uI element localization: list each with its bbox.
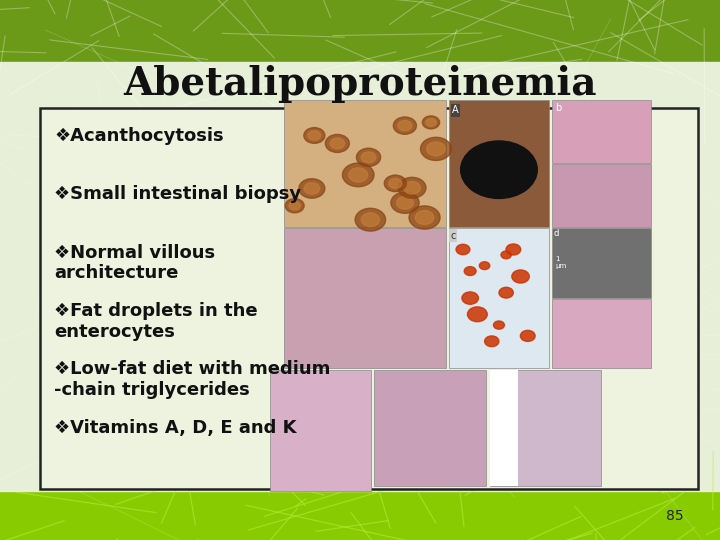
Circle shape bbox=[308, 131, 320, 140]
Bar bbox=[552, 299, 651, 368]
Circle shape bbox=[404, 181, 420, 194]
Circle shape bbox=[398, 177, 426, 198]
Circle shape bbox=[521, 330, 535, 341]
Circle shape bbox=[462, 292, 478, 304]
Bar bbox=[0, 0, 720, 62]
Bar bbox=[552, 164, 651, 227]
Text: Abetalipoproteinemia: Abetalipoproteinemia bbox=[123, 65, 597, 103]
Circle shape bbox=[426, 118, 436, 126]
Circle shape bbox=[289, 201, 300, 210]
Bar bbox=[284, 228, 446, 368]
Circle shape bbox=[423, 116, 440, 129]
Text: b: b bbox=[555, 103, 562, 113]
Text: A: A bbox=[452, 105, 459, 116]
Text: 85: 85 bbox=[667, 509, 684, 523]
Text: 1
μm: 1 μm bbox=[555, 256, 567, 269]
Circle shape bbox=[393, 117, 416, 134]
Circle shape bbox=[285, 199, 304, 213]
Circle shape bbox=[330, 138, 345, 149]
Bar bbox=[490, 370, 601, 486]
Circle shape bbox=[304, 183, 320, 194]
Bar bbox=[0, 62, 720, 491]
Circle shape bbox=[506, 244, 521, 255]
Circle shape bbox=[467, 307, 487, 322]
Circle shape bbox=[464, 267, 476, 275]
Circle shape bbox=[361, 213, 379, 227]
Bar bbox=[270, 370, 371, 491]
Bar bbox=[449, 100, 549, 227]
Text: ❖Small intestinal biopsy: ❖Small intestinal biopsy bbox=[54, 185, 301, 203]
Text: ❖Normal villous
architecture: ❖Normal villous architecture bbox=[54, 244, 215, 282]
Circle shape bbox=[480, 262, 490, 269]
Circle shape bbox=[420, 137, 451, 160]
Bar bbox=[40, 108, 698, 489]
Circle shape bbox=[397, 197, 413, 209]
Circle shape bbox=[304, 127, 325, 144]
Text: ❖Fat droplets in the
enterocytes: ❖Fat droplets in the enterocytes bbox=[54, 302, 258, 341]
Circle shape bbox=[461, 141, 537, 198]
Circle shape bbox=[499, 287, 513, 298]
Circle shape bbox=[389, 178, 402, 188]
Circle shape bbox=[361, 152, 376, 163]
Circle shape bbox=[501, 251, 511, 259]
Bar bbox=[374, 370, 486, 486]
Bar bbox=[449, 228, 549, 368]
Circle shape bbox=[427, 142, 445, 156]
Text: ❖Acanthocytosis: ❖Acanthocytosis bbox=[54, 127, 224, 145]
Circle shape bbox=[415, 211, 434, 225]
Circle shape bbox=[348, 168, 368, 182]
Text: c: c bbox=[451, 231, 456, 241]
Circle shape bbox=[343, 163, 374, 187]
Circle shape bbox=[493, 321, 505, 329]
Circle shape bbox=[356, 148, 381, 166]
Text: ❖Low-fat diet with medium
-chain triglycerides: ❖Low-fat diet with medium -chain triglyc… bbox=[54, 360, 330, 399]
Circle shape bbox=[355, 208, 386, 231]
Circle shape bbox=[409, 206, 440, 229]
Circle shape bbox=[325, 134, 349, 152]
Circle shape bbox=[485, 336, 499, 347]
Text: d: d bbox=[554, 230, 559, 239]
Bar bbox=[552, 100, 651, 163]
Circle shape bbox=[398, 120, 412, 131]
Circle shape bbox=[456, 244, 470, 255]
Bar bbox=[490, 370, 518, 486]
Bar bbox=[552, 228, 651, 298]
Text: ❖Vitamins A, D, E and K: ❖Vitamins A, D, E and K bbox=[54, 418, 297, 436]
Circle shape bbox=[391, 192, 419, 213]
Circle shape bbox=[512, 270, 529, 283]
Bar bbox=[0, 491, 720, 540]
Bar bbox=[284, 100, 446, 227]
Circle shape bbox=[299, 179, 325, 198]
Circle shape bbox=[384, 175, 406, 192]
